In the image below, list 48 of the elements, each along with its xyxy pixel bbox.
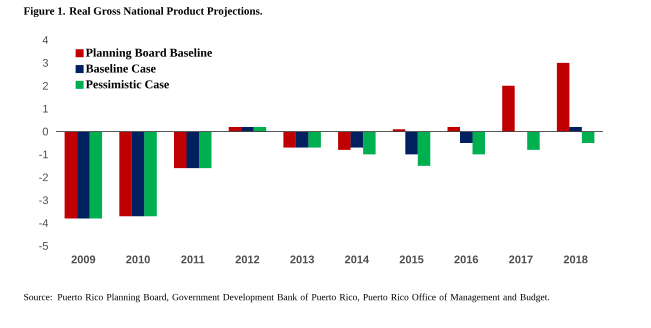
bar bbox=[556, 62, 570, 132]
bar bbox=[174, 132, 187, 168]
bar bbox=[460, 132, 472, 143]
bar bbox=[350, 132, 364, 148]
y-tick-label: -4 bbox=[39, 219, 48, 227]
bar bbox=[283, 132, 296, 148]
y-tick-label: 4 bbox=[42, 36, 48, 44]
bar bbox=[308, 132, 321, 148]
x-tick-label: 2013 bbox=[290, 256, 314, 264]
bar bbox=[119, 132, 132, 216]
bar bbox=[582, 132, 594, 143]
y-tick-label: 1 bbox=[43, 104, 48, 112]
x-tick-label: 2010 bbox=[126, 256, 150, 264]
x-tick-label: 2017 bbox=[509, 256, 533, 264]
bar bbox=[90, 132, 102, 219]
x-tick-label: 2012 bbox=[236, 256, 260, 264]
legend-label: Planning Board Baseline bbox=[86, 48, 212, 60]
x-tick-label: 2009 bbox=[72, 256, 96, 264]
x-tick-label: 2011 bbox=[181, 256, 204, 264]
bar bbox=[472, 132, 485, 154]
chart-title: Figure 1. Real Gross National Product Projections. bbox=[24, 6, 262, 18]
source-note: Source: Puerto Rico Planning Board, Government Development Bank of Puerto Rico, Puerto Rico Office of Management and Budget. bbox=[24, 294, 550, 302]
bar bbox=[77, 132, 90, 219]
y-tick-label: -5 bbox=[39, 242, 48, 250]
bar bbox=[502, 86, 515, 132]
y-tick-label: 3 bbox=[42, 59, 48, 67]
x-tick-label: 2015 bbox=[400, 256, 424, 264]
y-tick-label: 2 bbox=[42, 82, 48, 90]
y-tick-label: -2 bbox=[39, 173, 48, 182]
bar bbox=[132, 132, 144, 216]
bar bbox=[405, 132, 418, 154]
x-tick-label: 2014 bbox=[344, 256, 370, 264]
bar bbox=[199, 132, 212, 168]
y-tick-label: -1 bbox=[39, 150, 48, 158]
bar bbox=[527, 132, 540, 150]
bar bbox=[338, 132, 351, 150]
legend-label: Baseline Case bbox=[86, 64, 156, 73]
y-tick-label: -3 bbox=[39, 196, 48, 204]
x-tick-label: 2018 bbox=[564, 256, 588, 264]
bar bbox=[363, 132, 376, 154]
bar bbox=[418, 132, 430, 166]
legend-label: Pessimistic Case bbox=[86, 80, 169, 88]
bar bbox=[186, 132, 200, 168]
bar bbox=[296, 132, 308, 148]
bar bbox=[144, 132, 157, 216]
bar bbox=[64, 132, 78, 219]
x-tick-label: 2016 bbox=[454, 256, 478, 264]
y-tick-label: 0 bbox=[42, 128, 48, 136]
